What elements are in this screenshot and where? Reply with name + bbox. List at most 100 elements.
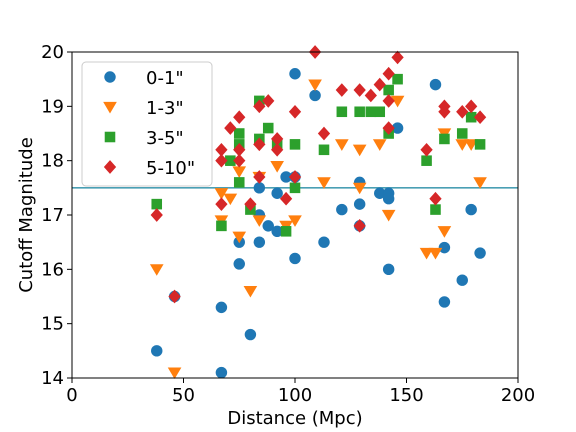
data-point xyxy=(216,220,227,232)
data-point xyxy=(382,66,395,81)
axis-ticks: 0 50 100 150 200 14 15 16 17 18 19 20 xyxy=(41,42,535,406)
data-point xyxy=(456,104,469,119)
data-point xyxy=(438,104,451,119)
legend-label: 3-5" xyxy=(146,128,184,149)
x-tick-label: 200 xyxy=(501,385,535,406)
data-point xyxy=(271,142,284,157)
data-point xyxy=(150,208,163,222)
x-axis-label: Distance (Mpc) xyxy=(227,408,362,429)
data-point xyxy=(270,160,284,173)
legend: 0-1" 1-3" 3-5" 5-10" xyxy=(81,61,213,187)
data-point xyxy=(289,68,301,80)
data-point xyxy=(151,345,163,357)
data-point xyxy=(288,170,302,184)
legend-entry-2: 1-3" xyxy=(103,98,184,119)
data-point xyxy=(335,83,348,97)
data-point xyxy=(382,94,395,108)
data-point xyxy=(318,144,330,156)
data-point xyxy=(392,73,403,85)
data-point xyxy=(391,122,404,134)
x-tick-label: 150 xyxy=(389,385,423,406)
data-point xyxy=(391,50,404,65)
data-point xyxy=(381,209,396,222)
data-point xyxy=(262,122,274,134)
data-point xyxy=(465,111,477,123)
data-point xyxy=(438,296,451,308)
data-point xyxy=(318,236,330,248)
data-point xyxy=(233,142,246,157)
data-point xyxy=(280,226,292,237)
data-point xyxy=(309,89,321,102)
data-point xyxy=(308,79,322,92)
legend-marker xyxy=(103,160,117,174)
y-tick-label: 17 xyxy=(41,205,64,226)
data-point xyxy=(465,99,478,114)
data-point xyxy=(383,84,394,96)
data-point xyxy=(253,137,266,152)
data-point xyxy=(382,263,395,276)
data-point xyxy=(215,197,228,211)
data-point xyxy=(473,177,487,189)
legend-label: 0-1" xyxy=(146,68,184,89)
data-point xyxy=(372,139,387,151)
data-point xyxy=(465,203,477,216)
data-point xyxy=(280,171,292,183)
data-point xyxy=(335,139,349,151)
data-point xyxy=(149,264,164,276)
legend-marker xyxy=(104,71,116,83)
legend-label: 5-10" xyxy=(146,158,195,179)
x-tick-label: 100 xyxy=(278,385,312,406)
data-point xyxy=(232,231,247,244)
data-point xyxy=(252,215,267,227)
data-point xyxy=(464,139,478,151)
data-point xyxy=(233,258,245,270)
data-point xyxy=(244,197,257,211)
y-tick-label: 18 xyxy=(41,151,64,172)
legend-label: 1-3" xyxy=(146,98,184,119)
y-tick-label: 14 xyxy=(41,368,64,389)
data-point xyxy=(430,204,441,215)
data-point xyxy=(167,367,182,380)
data-point xyxy=(289,182,301,194)
data-point xyxy=(428,247,443,260)
data-point xyxy=(262,94,275,108)
data-point xyxy=(223,193,238,206)
data-point xyxy=(233,153,246,168)
data-point xyxy=(279,191,293,206)
y-tick-label: 16 xyxy=(41,259,64,280)
data-points-layer xyxy=(149,45,487,380)
data-point xyxy=(456,274,468,286)
data-point xyxy=(474,247,486,259)
data-point xyxy=(271,132,284,146)
data-point xyxy=(289,139,301,150)
data-point xyxy=(233,177,245,188)
legend-entry-1: 0-1" xyxy=(104,68,184,89)
data-point xyxy=(271,225,283,238)
data-point xyxy=(262,220,274,232)
data-point xyxy=(374,187,386,199)
data-point xyxy=(233,128,245,139)
data-point xyxy=(353,198,366,210)
data-point xyxy=(288,104,302,119)
data-point xyxy=(354,106,365,118)
data-point xyxy=(439,133,450,145)
data-point xyxy=(421,155,432,166)
data-point xyxy=(271,187,283,199)
legend-entry-4: 5-10" xyxy=(103,158,195,179)
data-point xyxy=(352,144,367,157)
data-point xyxy=(336,203,348,216)
x-tick-label: 50 xyxy=(172,385,195,406)
data-point xyxy=(233,110,246,125)
data-point xyxy=(373,77,386,92)
series-4 xyxy=(150,45,487,304)
y-tick-label: 20 xyxy=(41,42,64,63)
data-point xyxy=(456,128,468,139)
data-point xyxy=(215,142,228,157)
data-point xyxy=(317,177,331,189)
legend-box xyxy=(81,61,213,187)
y-tick-label: 15 xyxy=(41,314,64,335)
data-point xyxy=(168,289,181,304)
data-point xyxy=(317,126,331,141)
data-point xyxy=(364,88,377,103)
